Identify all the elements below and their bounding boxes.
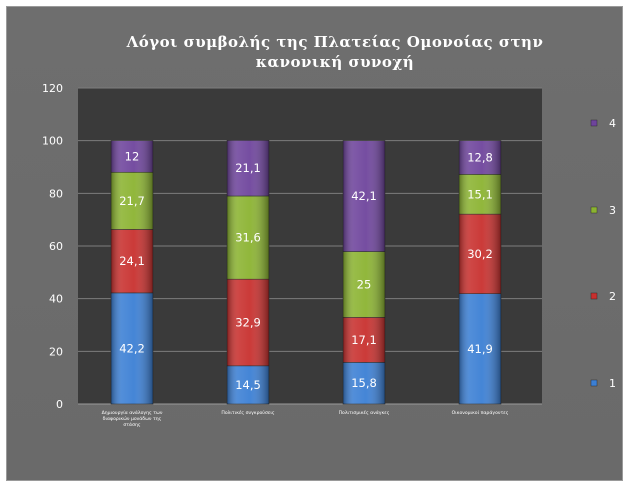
data-label: 42,2: [119, 341, 145, 355]
bar-segment-shading: [227, 365, 269, 404]
y-tick-label: 0: [56, 398, 63, 411]
bar-segment-shading: [343, 140, 385, 252]
legend-swatch: [590, 206, 598, 214]
data-label: 15,8: [351, 376, 377, 390]
y-tick-label: 20: [49, 345, 63, 358]
bar-segment-shading: [111, 229, 153, 293]
legend-label: 2: [609, 290, 616, 303]
bar-segment-shading: [343, 251, 385, 318]
data-label: 24,1: [119, 254, 145, 268]
y-tick-label: 80: [49, 187, 63, 200]
data-label: 31,6: [235, 231, 261, 245]
x-category-label: Πολιτισμικές ανάγκες: [339, 409, 390, 416]
bar-segment-shading: [459, 174, 501, 215]
bar-segment-shading: [227, 279, 269, 366]
data-label: 15,1: [467, 187, 493, 201]
y-tick-label: 60: [49, 240, 63, 253]
legend-swatch: [590, 379, 598, 387]
data-label: 42,1: [351, 189, 377, 203]
x-category-label: Δημιουργία ανάλογης των διαφορικών μονάδω…: [102, 409, 163, 428]
legend-swatch: [590, 292, 598, 300]
bar-segment-shading: [459, 140, 501, 175]
data-label: 32,9: [235, 315, 261, 329]
data-label: 17,1: [351, 333, 377, 347]
data-label: 12,8: [467, 151, 493, 165]
bar-segment-shading: [227, 195, 269, 280]
data-label: 12: [125, 149, 140, 163]
legend-label: 1: [609, 377, 616, 390]
data-label: 21,7: [119, 194, 145, 208]
y-tick-label: 100: [42, 135, 63, 148]
y-tick-label: 40: [49, 293, 63, 306]
y-tick-label: 120: [42, 82, 63, 95]
data-label: 30,2: [467, 247, 493, 261]
bar-segment-shading: [343, 317, 385, 363]
bar-segment-shading: [343, 362, 385, 404]
x-category-label: Οικονομικοί παράγοντες: [452, 409, 509, 416]
bar-segment-shading: [459, 293, 501, 404]
legend-swatch: [590, 119, 598, 127]
bar-segment-shading: [459, 214, 501, 294]
bar-segment-shading: [111, 172, 153, 230]
legend-label: 4: [609, 117, 616, 130]
x-category-label: Πολιτικές συγκρούσεις: [221, 409, 275, 416]
bars: 42,2 24,1 21,7 12 14,5 32,9 31,6 21,1 15,8 17,1 25…: [110, 140, 502, 405]
bar-segment-shading: [111, 292, 153, 404]
data-label: 14,5: [235, 378, 261, 392]
y-axis: 0 20 40 60 80 100 120: [42, 82, 63, 411]
chart-title: Λόγοι συμβολής της Πλατείας Ομονοίας στη…: [126, 33, 544, 71]
data-label: 25: [357, 277, 372, 291]
data-label: 21,1: [235, 161, 261, 175]
bar-segment-shading: [227, 140, 269, 196]
legend: 1 2 3 4: [590, 117, 616, 390]
data-label: 41,9: [467, 342, 493, 356]
x-axis: Δημιουργία ανάλογης των διαφορικών μονάδω…: [102, 409, 509, 428]
bar-segment-shading: [111, 140, 153, 173]
legend-label: 3: [609, 204, 616, 217]
